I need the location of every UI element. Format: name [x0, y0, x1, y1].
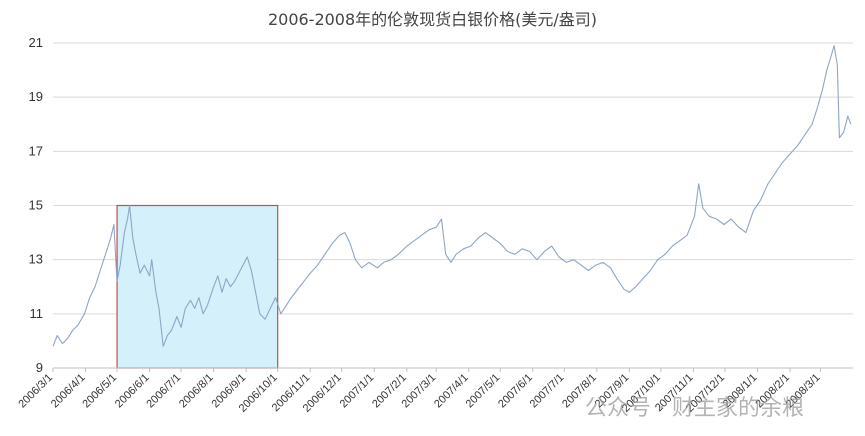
- watermark: 公众号 · 财主家的余粮: [585, 396, 804, 421]
- highlight-layer: [116, 204, 279, 369]
- series-line: [52, 45, 852, 347]
- y-tick-label: 17: [29, 143, 43, 158]
- x-tick-label: 2007/5/1: [464, 372, 503, 411]
- x-tick-label: 2007/1/1: [338, 372, 377, 411]
- x-tick-label: 2006/8/1: [177, 372, 216, 411]
- x-tick-label: 2006/7/1: [144, 372, 183, 411]
- line-layer: [52, 45, 852, 347]
- y-tick-label: 13: [29, 252, 43, 267]
- y-tick-label: 21: [29, 35, 43, 50]
- y-tick-label: 19: [29, 89, 43, 104]
- chart-title: 2006-2008年的伦敦现货白银价格(美元/盎司): [267, 10, 598, 29]
- x-tick-label: 2007/7/1: [528, 372, 567, 411]
- highlight-box: [116, 204, 279, 369]
- y-tick-label: 9: [36, 360, 43, 375]
- y-tick-label: 15: [29, 198, 43, 213]
- x-tick-label: 2006/5/1: [80, 372, 119, 411]
- y-tick-label: 11: [30, 306, 44, 321]
- x-tick-label: 2006/3/1: [16, 372, 55, 411]
